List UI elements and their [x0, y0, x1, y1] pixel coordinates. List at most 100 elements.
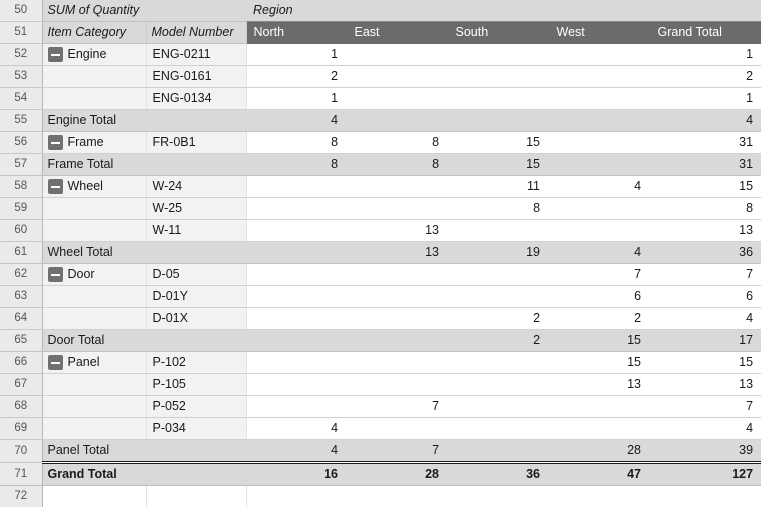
region-value-cell[interactable]: [448, 486, 549, 507]
row-number-header[interactable]: 71: [0, 463, 42, 486]
model-number-cell[interactable]: ENG-0161: [146, 66, 246, 88]
item-category-cell[interactable]: [42, 418, 146, 440]
region-value-cell[interactable]: [549, 88, 650, 110]
row-number-header[interactable]: 72: [0, 486, 42, 507]
region-value-cell[interactable]: 2: [246, 66, 347, 88]
row-field-item-category[interactable]: Item Category: [42, 22, 146, 44]
grand-total-value-cell[interactable]: 31: [650, 132, 761, 154]
model-number-cell[interactable]: P-105: [146, 374, 246, 396]
region-value-cell[interactable]: 16: [246, 463, 347, 486]
region-value-cell[interactable]: 7: [347, 396, 448, 418]
region-value-cell[interactable]: [448, 440, 549, 463]
item-category-cell[interactable]: [42, 286, 146, 308]
region-value-cell[interactable]: 4: [246, 440, 347, 463]
model-number-cell[interactable]: D-05: [146, 264, 246, 286]
model-number-cell[interactable]: [146, 440, 246, 463]
item-category-cell[interactable]: [42, 66, 146, 88]
region-value-cell[interactable]: [448, 396, 549, 418]
model-number-cell[interactable]: ENG-0134: [146, 88, 246, 110]
region-value-cell[interactable]: [549, 154, 650, 176]
region-value-cell[interactable]: 28: [549, 440, 650, 463]
row-number-header[interactable]: 66: [0, 352, 42, 374]
region-value-cell[interactable]: [246, 352, 347, 374]
grand-total-value-cell[interactable]: [650, 486, 761, 507]
model-number-cell[interactable]: FR-0B1: [146, 132, 246, 154]
model-number-cell[interactable]: [146, 110, 246, 132]
column-header-region[interactable]: East: [347, 22, 448, 44]
region-value-cell[interactable]: 6: [549, 286, 650, 308]
grand-total-value-cell[interactable]: 15: [650, 176, 761, 198]
region-value-cell[interactable]: 7: [549, 264, 650, 286]
region-value-cell[interactable]: 8: [347, 132, 448, 154]
grand-total-value-cell[interactable]: 36: [650, 242, 761, 264]
item-category-cell[interactable]: [42, 198, 146, 220]
grand-total-value-cell[interactable]: 6: [650, 286, 761, 308]
region-value-cell[interactable]: [347, 44, 448, 66]
row-number-header[interactable]: 52: [0, 44, 42, 66]
region-value-cell[interactable]: 4: [246, 110, 347, 132]
region-value-cell[interactable]: 15: [448, 132, 549, 154]
region-value-cell[interactable]: [246, 220, 347, 242]
region-value-cell[interactable]: 13: [347, 242, 448, 264]
grand-total-value-cell[interactable]: 4: [650, 308, 761, 330]
region-value-cell[interactable]: [246, 286, 347, 308]
region-value-cell[interactable]: [549, 486, 650, 507]
region-value-cell[interactable]: [549, 44, 650, 66]
row-number-header[interactable]: 67: [0, 374, 42, 396]
grand-total-value-cell[interactable]: 7: [650, 264, 761, 286]
region-value-cell[interactable]: [246, 396, 347, 418]
model-number-cell[interactable]: P-034: [146, 418, 246, 440]
item-category-cell[interactable]: Door: [42, 264, 146, 286]
collapse-minus-icon[interactable]: [48, 267, 63, 282]
region-value-cell[interactable]: [347, 330, 448, 352]
region-value-cell[interactable]: [448, 110, 549, 132]
collapse-minus-icon[interactable]: [48, 179, 63, 194]
grand-total-value-cell[interactable]: 4: [650, 418, 761, 440]
region-value-cell[interactable]: [347, 286, 448, 308]
region-value-cell[interactable]: [347, 486, 448, 507]
grand-total-value-cell[interactable]: 13: [650, 374, 761, 396]
item-category-cell[interactable]: [42, 220, 146, 242]
row-number-header[interactable]: 68: [0, 396, 42, 418]
region-value-cell[interactable]: 8: [347, 154, 448, 176]
region-value-cell[interactable]: 28: [347, 463, 448, 486]
model-number-cell[interactable]: W-24: [146, 176, 246, 198]
region-value-cell[interactable]: 4: [246, 418, 347, 440]
grand-total-value-cell[interactable]: 15: [650, 352, 761, 374]
region-value-cell[interactable]: [246, 330, 347, 352]
region-value-cell[interactable]: [448, 220, 549, 242]
item-category-cell[interactable]: [42, 396, 146, 418]
region-value-cell[interactable]: 2: [448, 330, 549, 352]
collapse-minus-icon[interactable]: [48, 355, 63, 370]
model-number-cell[interactable]: [146, 242, 246, 264]
region-value-cell[interactable]: [347, 176, 448, 198]
row-number-header[interactable]: 70: [0, 440, 42, 463]
region-value-cell[interactable]: 15: [448, 154, 549, 176]
grand-total-value-cell[interactable]: 7: [650, 396, 761, 418]
region-value-cell[interactable]: [246, 242, 347, 264]
model-number-cell[interactable]: W-25: [146, 198, 246, 220]
model-number-cell[interactable]: [146, 330, 246, 352]
item-category-cell[interactable]: Wheel Total: [42, 242, 146, 264]
region-value-cell[interactable]: 36: [448, 463, 549, 486]
region-value-cell[interactable]: [549, 132, 650, 154]
region-value-cell[interactable]: [347, 66, 448, 88]
item-category-cell[interactable]: Panel Total: [42, 440, 146, 463]
region-value-cell[interactable]: 13: [549, 374, 650, 396]
region-value-cell[interactable]: [448, 352, 549, 374]
model-number-cell[interactable]: D-01Y: [146, 286, 246, 308]
row-number-header[interactable]: 62: [0, 264, 42, 286]
grand-total-value-cell[interactable]: 2: [650, 66, 761, 88]
region-value-cell[interactable]: [347, 110, 448, 132]
region-value-cell[interactable]: [246, 198, 347, 220]
grand-total-value-cell[interactable]: 17: [650, 330, 761, 352]
region-value-cell[interactable]: [347, 352, 448, 374]
region-value-cell[interactable]: 13: [347, 220, 448, 242]
region-value-cell[interactable]: [549, 110, 650, 132]
region-value-cell[interactable]: 2: [549, 308, 650, 330]
region-value-cell[interactable]: [448, 44, 549, 66]
region-value-cell[interactable]: [448, 88, 549, 110]
model-number-cell[interactable]: [146, 486, 246, 507]
region-value-cell[interactable]: [347, 198, 448, 220]
model-number-cell[interactable]: P-052: [146, 396, 246, 418]
